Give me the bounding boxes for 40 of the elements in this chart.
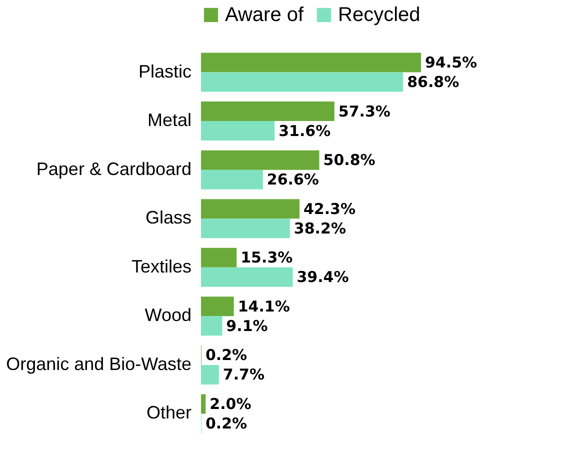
data-label: 38.2% [294,219,346,238]
bar [201,102,334,122]
bar [201,218,290,238]
data-label: 15.3% [240,248,293,267]
data-label: 26.6% [266,170,319,189]
bar [201,170,263,190]
bar [201,394,206,414]
bar [201,52,421,72]
data-label: 86.8% [407,73,460,92]
y-tick-label: Wood [144,305,192,326]
bar [201,316,222,336]
y-tick-label: Plastic [138,61,192,82]
y-tick-label: Textiles [131,256,192,276]
bar [201,267,293,287]
y-tick-label: Paper & Cardboard [36,158,192,179]
data-label: 31.6% [278,122,331,140]
data-label: 7.7% [222,366,265,384]
data-label: 2.0% [210,394,252,413]
bar [201,72,404,92]
data-label: 14.1% [238,297,290,316]
data-label: 0.2% [205,346,248,364]
data-label: 42.3% [303,200,356,218]
data-label: 9.1% [226,316,268,335]
bar [201,364,219,384]
bar [201,296,234,316]
y-tick-label: Organic and Bio-Waste [6,354,192,374]
legend-label: Recycled [338,4,420,26]
bar [201,150,320,170]
legend-label: Aware of [225,4,304,26]
y-tick-label: Metal [147,110,192,130]
y-tick-label: Glass [145,208,192,228]
bar [201,199,300,219]
bar [201,248,237,268]
bar [201,121,275,141]
data-label: 94.5% [425,54,478,72]
data-label: 50.8% [323,151,376,170]
data-label: 0.2% [205,414,248,432]
y-tick-label: Other [146,402,192,423]
data-label: 57.3% [338,102,390,120]
data-label: 39.4% [296,268,349,286]
